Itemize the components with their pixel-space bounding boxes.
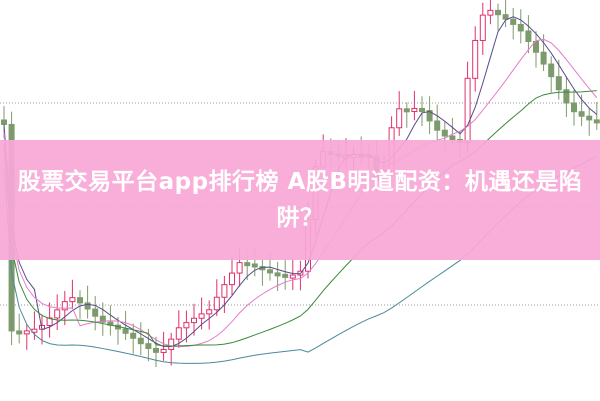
candle-down (419, 107, 425, 112)
candle-up (289, 274, 296, 279)
candle-down (282, 273, 289, 278)
ma-line-long (3, 90, 597, 347)
candle-down (426, 110, 433, 122)
candle-up (183, 322, 190, 329)
candle-down (77, 297, 83, 304)
candle-down (137, 337, 144, 345)
candle-down (593, 119, 600, 124)
candle-down (16, 330, 23, 335)
candle-up (229, 272, 235, 286)
title-banner: 股票交易平台app排行榜 A股B明道配资：机遇还是陷阱？ (0, 140, 600, 260)
candle-down (555, 76, 562, 91)
candle-down (517, 23, 524, 32)
candle-down (434, 120, 441, 131)
candle-up (69, 297, 76, 303)
candle-down (92, 308, 99, 317)
ma-line-mid (3, 38, 598, 348)
candle-down (525, 30, 532, 42)
candle-down (502, 14, 509, 20)
candle-down (84, 302, 91, 310)
candle-down (122, 328, 129, 334)
candle-down (495, 9, 501, 16)
candle-down (153, 347, 159, 353)
candle-up (479, 14, 486, 41)
candle-up (160, 348, 167, 353)
candle-down (441, 129, 448, 137)
candle-down (449, 135, 456, 140)
candle-up (396, 108, 403, 129)
candle-down (578, 111, 585, 117)
candle-down (267, 269, 273, 274)
candle-down (274, 272, 281, 277)
candle-down (586, 115, 593, 121)
candle-down (130, 332, 137, 339)
candle-up (411, 107, 418, 112)
candle-down (548, 63, 555, 78)
candle-up (236, 262, 243, 274)
candle-down (571, 102, 577, 113)
candle-up (221, 284, 228, 298)
candle-down (99, 315, 106, 323)
candle-down (403, 108, 410, 113)
candle-up (54, 309, 61, 319)
candle-up (487, 9, 494, 16)
candle-up (206, 309, 213, 315)
candle-up (23, 330, 30, 335)
article-title: 股票交易平台app排行榜 A股B明道配资：机遇还是陷阱？ (17, 169, 583, 231)
candle-up (46, 317, 53, 326)
candle-down (145, 343, 152, 349)
candle-up (61, 301, 68, 311)
candle-down (1, 119, 7, 125)
candle-down (510, 18, 517, 25)
candle-down (251, 263, 258, 268)
candle-up (213, 296, 220, 311)
candle-up (191, 317, 197, 324)
candle-down (563, 89, 570, 104)
candle-up (198, 313, 205, 319)
candle-up (175, 327, 182, 340)
candle-up (472, 39, 479, 79)
candle-up (464, 77, 471, 143)
ma-line-short (3, 16, 598, 348)
candle-down (540, 51, 547, 65)
candle-up (168, 338, 175, 350)
candle-down (244, 262, 251, 267)
